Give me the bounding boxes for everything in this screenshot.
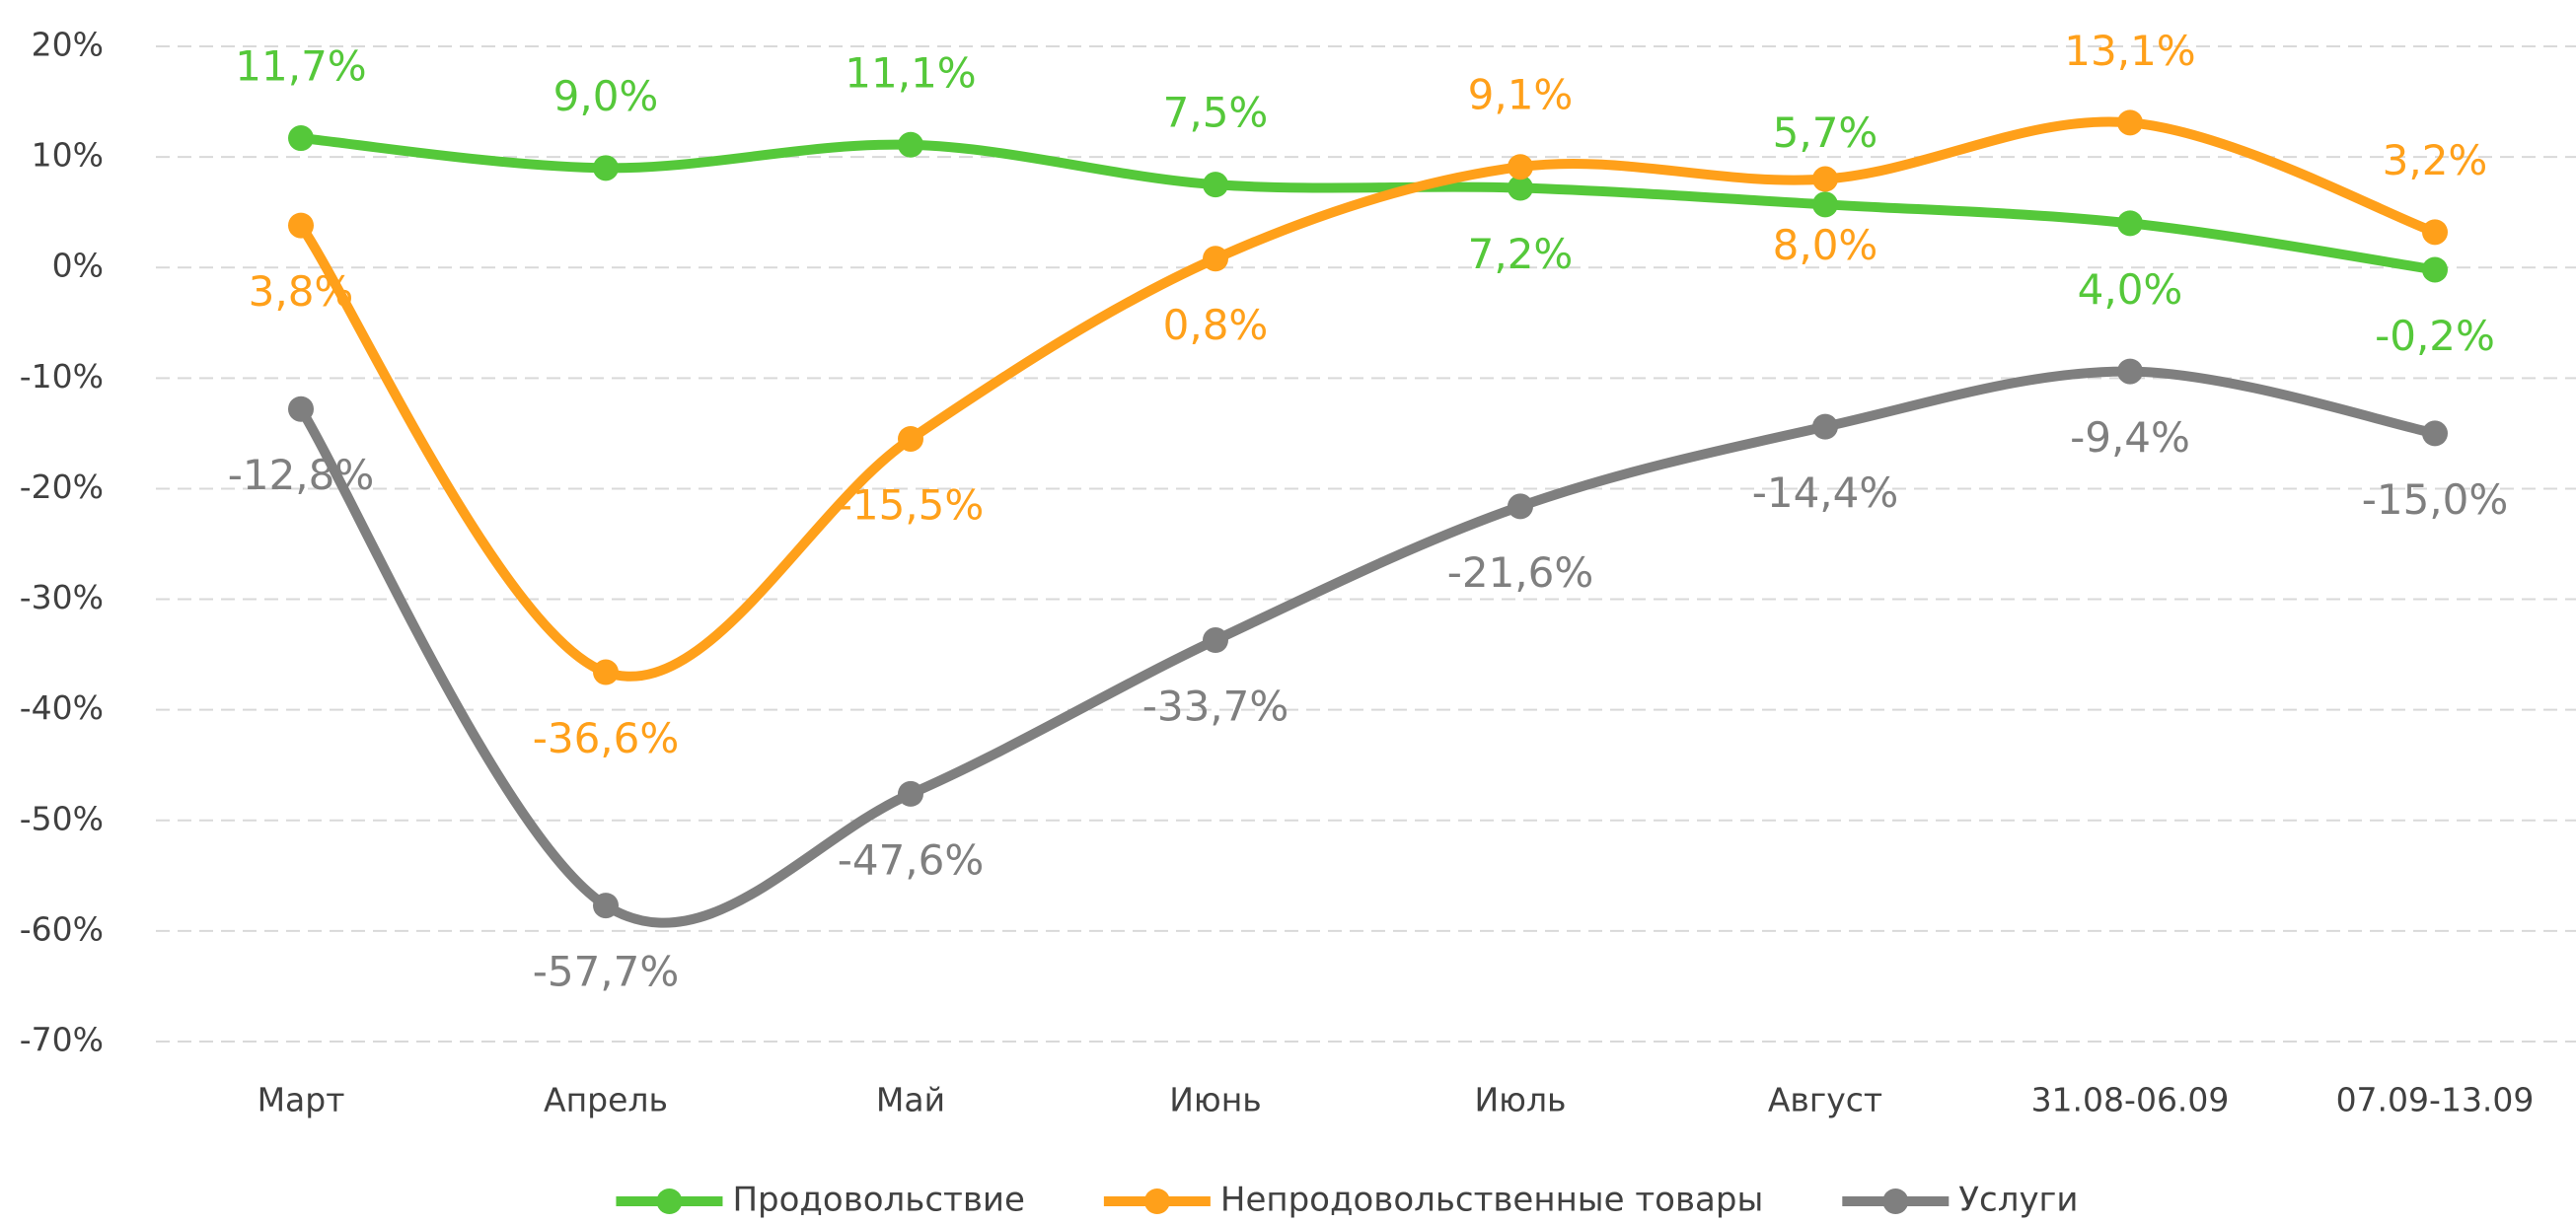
point [1203,172,1228,198]
legend-marker [1143,1188,1170,1214]
x-tick-label: 07.09-13.09 [2336,1081,2535,1119]
point [1203,627,1228,654]
data-label: 7,5% [1163,89,1269,137]
point [898,131,923,158]
data-label: -21,6% [1447,548,1594,597]
point [2422,420,2448,447]
legend-label: Услуги [1958,1181,2078,1220]
point [2117,358,2143,385]
point [288,396,314,422]
legend-label: Продовольствие [732,1181,1024,1220]
point [2422,256,2448,283]
data-label: 13,1% [2064,27,2195,75]
y-tick-label: -20% [20,468,104,506]
y-tick-label: -30% [20,578,104,616]
data-label: 3,2% [2383,136,2488,184]
data-label: -33,7% [1142,683,1289,731]
y-tick-label: 10% [32,136,104,175]
point [898,780,923,807]
data-label: 11,1% [845,48,976,97]
point [1812,166,1838,192]
data-label: -14,4% [1752,468,1899,517]
point [288,125,314,152]
point [593,155,619,181]
x-tick-label: Август [1768,1081,1882,1119]
legend-marker [1882,1188,1909,1214]
y-tick-label: -50% [20,799,104,837]
y-tick-label: -40% [20,688,104,727]
x-tick-label: Июнь [1169,1081,1262,1119]
data-label: -36,6% [533,714,680,762]
point [1812,191,1838,218]
data-label: 9,0% [553,72,659,120]
point [898,425,923,452]
y-tick-label: 20% [32,26,104,64]
data-label: -57,7% [533,948,680,996]
y-tick-label: -10% [20,357,104,396]
point [1508,154,1533,180]
point [2117,210,2143,237]
y-tick-label: 0% [52,247,104,285]
data-label: 0,8% [1163,301,1269,349]
data-label: 11,7% [235,42,366,91]
point [1508,493,1533,520]
data-label: 3,8% [249,267,354,316]
x-tick-label: Май [876,1081,945,1119]
point [1203,246,1228,272]
point [1812,413,1838,440]
x-tick-label: 31.08-06.09 [2031,1081,2230,1119]
series-line [296,133,2440,275]
legend: Продовольствие Непродовольственные товары… [616,1181,2079,1220]
data-label: -47,6% [838,835,985,884]
point [593,659,619,685]
data-label: -9,4% [2070,413,2190,462]
data-label: 7,2% [1468,230,1574,278]
data-label: -15,0% [2362,475,2509,524]
data-label: 8,0% [1773,221,1878,269]
data-label: 5,7% [1773,108,1878,157]
point [2117,109,2143,136]
x-tick-label: Июль [1474,1081,1566,1119]
data-label: -0,2% [2375,312,2495,360]
legend-label: Непродовольственные товары [1220,1181,1763,1220]
series-line [296,116,2440,682]
data-label: 4,0% [2078,265,2183,314]
point [2422,219,2448,246]
legend-marker [656,1188,683,1214]
point [1508,175,1533,201]
data-label: 9,1% [1468,71,1574,119]
data-label: -15,5% [838,480,985,529]
point [288,212,314,239]
y-tick-label: -60% [20,909,104,948]
point [593,893,619,919]
x-tick-label: Март [258,1081,345,1119]
data-label: -12,8% [228,451,375,499]
x-tick-label: Апрель [544,1081,668,1119]
y-tick-label: -70% [20,1021,104,1059]
